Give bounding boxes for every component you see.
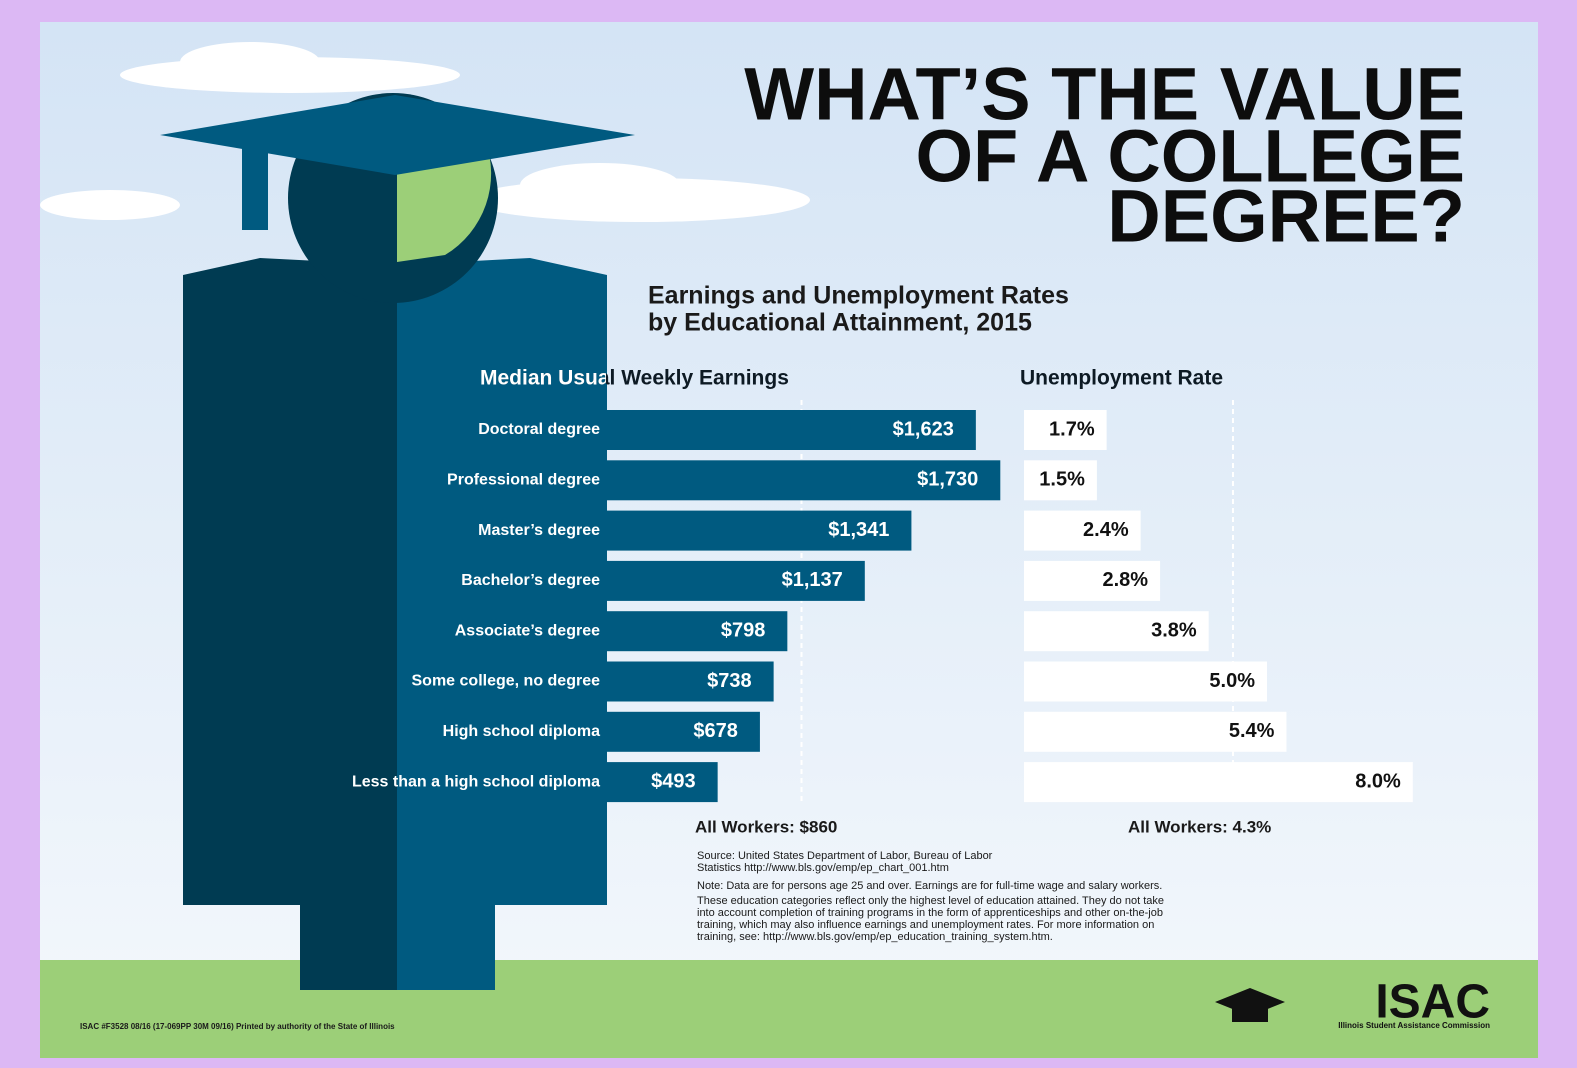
category-label: High school diploma (443, 723, 600, 740)
subtitle-line: by Educational Attainment, 2015 (648, 309, 1032, 337)
graduate-figure (160, 93, 635, 990)
category-label: Associate’s degree (455, 622, 600, 639)
bar (1024, 711, 1287, 752)
bar (1024, 611, 1209, 652)
logo-icon (1215, 988, 1285, 1022)
value-label: $738 (707, 670, 752, 692)
note-line: training, which may also influence earni… (697, 919, 1154, 931)
bar (1024, 510, 1141, 551)
bar (605, 560, 865, 601)
subtitle-line: Earnings and Unemployment Rates (648, 282, 1069, 310)
value-label: $798 (721, 619, 766, 641)
bar (605, 762, 718, 803)
value-label: $1,730 (917, 469, 978, 491)
value-label: $493 (651, 770, 696, 792)
category-label: Professional degree (447, 472, 600, 489)
title-line: OF A COLLEGE (915, 115, 1465, 198)
value-label: $1,341 (828, 519, 889, 541)
note-line: These education categories reflect only … (697, 895, 1164, 907)
bar (605, 410, 976, 450)
ground (40, 960, 1538, 1058)
value-label: $1,623 (893, 418, 954, 440)
reference-label: All Workers: $860 (695, 817, 837, 836)
value-label: 3.8% (1151, 619, 1197, 641)
bar (605, 510, 912, 551)
logo-text: ISAC (1375, 976, 1490, 1029)
note-line: training, see: http://www.bls.gov/emp/ep… (697, 931, 1053, 943)
category-label: Some college, no degree (412, 673, 601, 690)
bar (1024, 762, 1413, 803)
title-line: WHAT’S THE VALUE (744, 53, 1465, 136)
logo-subtitle: Illinois Student Assistance Commission (1338, 1021, 1490, 1030)
bar (605, 611, 788, 652)
value-label: 5.4% (1229, 720, 1275, 742)
bar (1024, 661, 1267, 702)
category-label: Doctoral degree (478, 421, 600, 438)
value-label: 8.0% (1355, 770, 1401, 792)
title-line: DEGREE? (1107, 175, 1465, 258)
category-label: Bachelor’s degree (461, 572, 600, 589)
print-line: ISAC #F3528 08/16 (17-069PP 30M 09/16) P… (80, 1022, 395, 1031)
bar (1024, 560, 1161, 601)
source-line: Statistics http://www.bls.gov/emp/ep_cha… (697, 862, 949, 874)
bar (1024, 410, 1107, 450)
category-label: Less than a high school diploma (352, 773, 600, 790)
value-label: 2.8% (1102, 569, 1148, 591)
clouds (40, 42, 810, 222)
bar (605, 661, 774, 702)
value-label: 1.5% (1039, 469, 1085, 491)
chart-title: Median Usual Weekly Earnings (480, 367, 789, 390)
source-line: Source: United States Department of Labo… (697, 850, 993, 862)
value-label: 1.7% (1049, 418, 1095, 440)
category-label: Master’s degree (478, 522, 600, 539)
chart-title: Unemployment Rate (1020, 367, 1223, 390)
value-label: 2.4% (1083, 519, 1129, 541)
bar (605, 711, 760, 752)
bar (1024, 460, 1097, 501)
value-label: $1,137 (782, 569, 843, 591)
chart-title: Median Usual Weekly Earnings (480, 367, 789, 390)
reference-label: All Workers: 4.3% (1128, 817, 1271, 836)
value-label: $678 (693, 720, 738, 742)
note-line: Note: Data are for persons age 25 and ov… (697, 880, 1162, 892)
note-line: into account completion of training prog… (697, 907, 1163, 919)
bar (605, 460, 1001, 501)
value-label: 5.0% (1209, 670, 1255, 692)
